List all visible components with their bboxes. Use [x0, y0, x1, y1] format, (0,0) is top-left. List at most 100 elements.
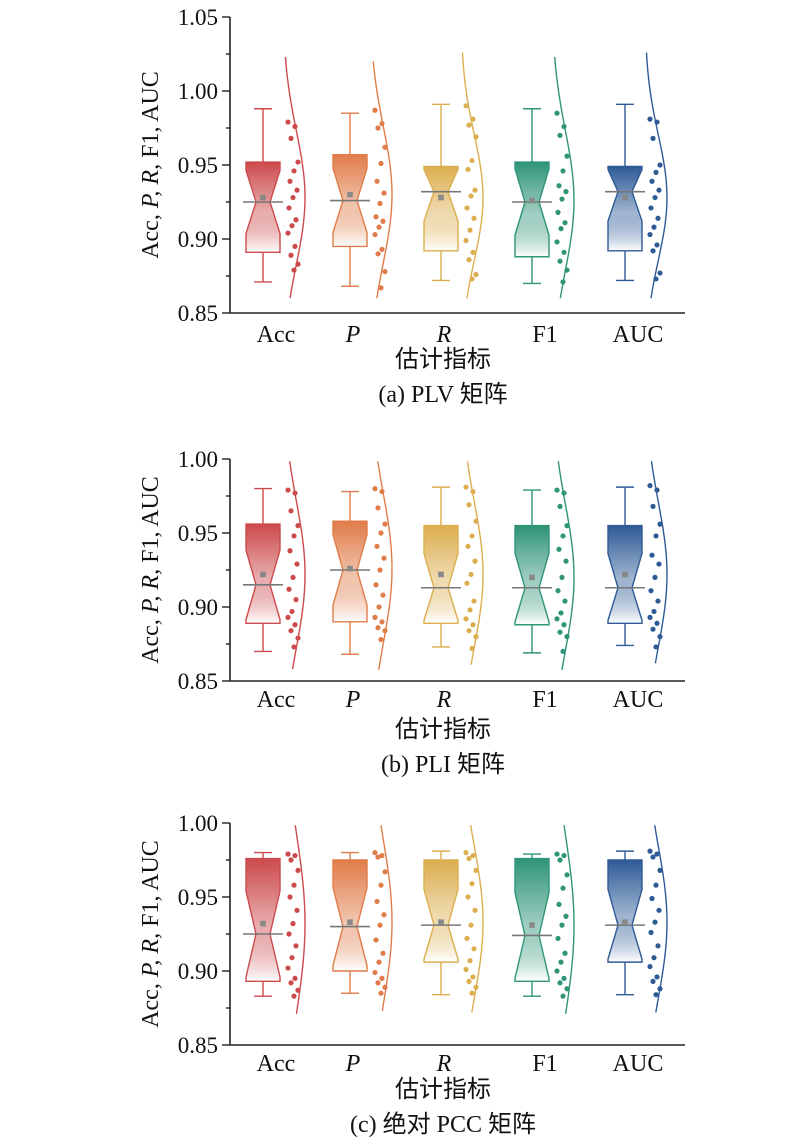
data-point [657, 162, 663, 168]
data-point [556, 183, 562, 189]
data-point [649, 178, 655, 184]
density-curve [469, 825, 484, 1013]
data-point [465, 543, 471, 549]
x-tick-label: R [436, 687, 452, 713]
x-tick-label: Acc [257, 687, 296, 713]
mean-marker [529, 574, 535, 581]
box-auc: AUC [605, 461, 668, 713]
data-point [466, 122, 472, 128]
data-point [656, 561, 662, 567]
data-point [381, 555, 387, 561]
data-point [555, 935, 561, 942]
mean-marker [622, 571, 628, 578]
data-point [471, 946, 477, 952]
data-point [372, 850, 378, 856]
data-point [556, 901, 562, 908]
data-point [463, 616, 469, 622]
data-point [465, 166, 471, 173]
panel-caption: (b) PLI 矩阵 [381, 751, 505, 778]
data-point [561, 852, 567, 859]
data-point [295, 523, 301, 529]
data-point [466, 978, 472, 984]
x-tick-label: Acc [257, 1051, 296, 1077]
data-point [287, 894, 293, 900]
data-point [554, 110, 560, 116]
data-point [554, 968, 560, 974]
data-point [653, 882, 659, 888]
data-point [379, 852, 385, 859]
y-axis-label-part: F1, [138, 891, 164, 927]
box-r: R [421, 825, 484, 1077]
data-point [374, 178, 380, 184]
data-point [562, 598, 568, 604]
box-acc: Acc [243, 825, 306, 1077]
data-point [292, 852, 298, 859]
data-point [648, 205, 654, 211]
y-axis-label-part: P, [138, 590, 164, 615]
data-point [377, 200, 383, 207]
box-body [607, 859, 643, 963]
data-point [650, 854, 656, 860]
data-point [472, 187, 478, 193]
data-point [467, 227, 473, 233]
y-axis-label-part: R, [138, 563, 164, 591]
data-point [380, 218, 386, 224]
y-tick-label: 1.00 [178, 447, 218, 472]
data-point [380, 592, 386, 598]
data-point [557, 258, 563, 264]
y-tick-label: 0.85 [178, 1033, 218, 1058]
data-point [561, 975, 567, 982]
data-point [380, 950, 386, 956]
data-point [657, 270, 663, 276]
data-point [290, 574, 296, 581]
data-point [289, 223, 295, 229]
x-tick-label: Acc [257, 322, 296, 348]
data-point [288, 508, 294, 514]
data-point [378, 530, 384, 536]
density-curve [294, 825, 306, 1015]
data-point [563, 913, 569, 919]
data-point [650, 503, 656, 509]
chart-panel-2: 0.85 0.90 0.95 1.00 Acc, P, R, F1, AUC Acc P R F… [138, 447, 685, 778]
density-curve [554, 56, 575, 299]
data-point [289, 608, 295, 615]
density-curve [653, 825, 668, 1013]
data-point [288, 628, 294, 634]
x-tick-label: R [436, 322, 452, 348]
data-point [382, 268, 388, 275]
data-point [288, 857, 294, 863]
data-point [554, 616, 560, 622]
panel-caption: (a) PLV 矩阵 [378, 381, 507, 408]
data-point [291, 882, 297, 888]
data-point [647, 231, 653, 238]
data-point [557, 503, 563, 509]
box-p: P [330, 61, 393, 348]
data-point [295, 867, 301, 873]
data-point [656, 187, 662, 193]
data-point [285, 119, 291, 125]
x-tick-label: P [345, 322, 361, 348]
data-point [289, 955, 295, 961]
mean-marker [260, 920, 266, 927]
data-point [294, 561, 300, 567]
y-axis-label-part: Acc, [138, 613, 164, 664]
data-point [470, 622, 476, 628]
box-f1: F1 [512, 56, 575, 348]
mean-marker [347, 565, 353, 572]
data-point [655, 215, 661, 221]
data-point [288, 980, 294, 986]
data-point [379, 246, 385, 252]
data-point [382, 869, 388, 875]
data-point [652, 919, 658, 925]
x-axis-label: 估计指标 [395, 345, 491, 373]
data-point [656, 907, 662, 913]
y-axis-label-part: P, [138, 954, 164, 979]
y-tick-label: 0.95 [178, 521, 218, 546]
y-tick-label: 0.90 [178, 959, 218, 984]
data-point [653, 644, 659, 650]
data-point [560, 168, 566, 174]
data-point [559, 196, 565, 202]
data-point [564, 986, 570, 992]
data-point [652, 194, 658, 201]
